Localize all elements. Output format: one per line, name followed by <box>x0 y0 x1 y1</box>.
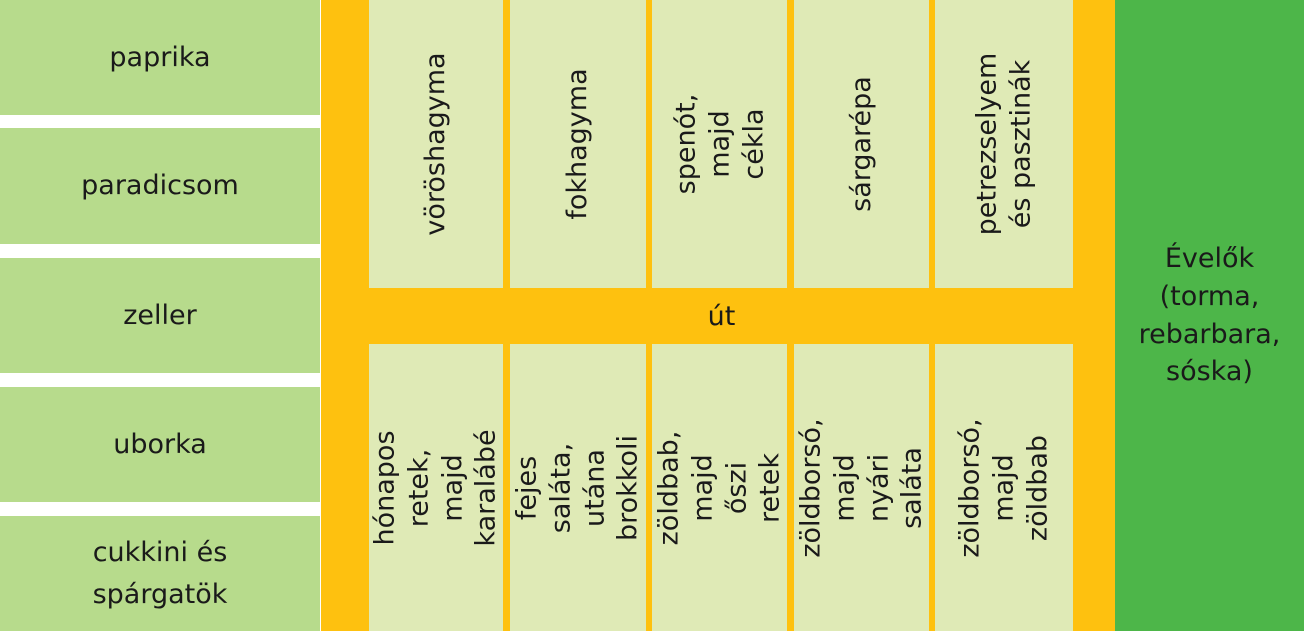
bed-perennials: Évelők (torma, rebarbara, sóska) <box>1115 0 1304 631</box>
bed-spenot: spenót, majd cékla <box>652 0 787 288</box>
bed-label: zöldbab, majd őszi retek <box>653 430 786 545</box>
bed-fokhagyma: fokhagyma <box>510 0 646 288</box>
path-middle <box>369 288 1073 344</box>
bed-zoldborso-zoldbab: zöldborsó, majd zöldbab <box>935 344 1073 631</box>
bed-label: paprika <box>109 41 211 73</box>
path-right <box>1073 0 1115 631</box>
bed-fejes-salata: fejes saláta, utána brokkoli <box>510 344 646 631</box>
bed-voroshagyma: vöröshagyma <box>369 0 503 288</box>
bed-petrezselyem: petrezselyem és pasztinák <box>935 0 1073 288</box>
bed-label: cukkini és spárgatök <box>92 536 228 610</box>
path-left <box>321 0 369 631</box>
bed-label: fejes saláta, utána brokkoli <box>511 434 644 541</box>
bed-label: fokhagyma <box>562 68 594 220</box>
bed-label: zöldborsó, majd zöldbab <box>954 417 1053 558</box>
bed-label: sárgarépa <box>845 76 877 212</box>
bed-honapos-retek: hónapos retek, majd karalábé <box>369 344 503 631</box>
bed-paradicsom: paradicsom <box>0 128 320 244</box>
bed-label: zeller <box>123 299 197 331</box>
bed-paprika: paprika <box>0 0 320 115</box>
bed-zoldborso-salata: zöldborsó, majd nyári saláta <box>794 344 929 631</box>
bed-uborka: uborka <box>0 387 320 502</box>
bed-zoldbab: zöldbab, majd őszi retek <box>652 344 787 631</box>
path-label: út <box>707 300 736 332</box>
bed-sargarepa: sárgarépa <box>794 0 929 288</box>
bed-label: paradicsom <box>81 170 239 202</box>
bed-cukkini: cukkini és spárgatök <box>0 516 320 631</box>
bed-label: hónapos retek, majd karalábé <box>369 428 502 547</box>
bed-label: petrezselyem és pasztinák <box>971 52 1036 236</box>
bed-label: vöröshagyma <box>420 52 452 236</box>
bed-label: zöldborsó, majd nyári saláta <box>795 417 928 558</box>
bed-label: uborka <box>113 428 207 460</box>
bed-zeller: zeller <box>0 258 320 373</box>
bed-label: Évelők (torma, rebarbara, sóska) <box>1138 242 1281 388</box>
bed-label: spenót, majd cékla <box>669 93 769 195</box>
